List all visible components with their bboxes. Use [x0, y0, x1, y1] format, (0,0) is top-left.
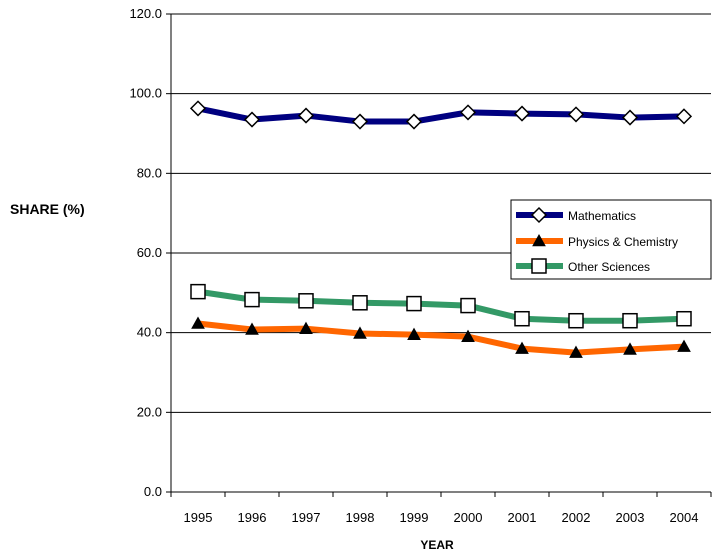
data-point-marker — [407, 327, 421, 340]
x-tick-label: 2000 — [454, 510, 483, 525]
data-point-marker — [189, 100, 207, 117]
y-tick-label: 60.0 — [137, 245, 162, 260]
data-point-marker — [515, 341, 529, 354]
data-point-marker — [567, 106, 585, 123]
data-point-marker — [406, 295, 422, 312]
legend-label: Physics & Chemistry — [568, 235, 678, 249]
series-markers — [189, 100, 693, 358]
series-line-mathematics — [197, 105, 685, 125]
series-line-physics-chemistry — [197, 320, 685, 356]
data-point-marker — [514, 310, 530, 327]
data-point-marker — [513, 105, 531, 122]
data-point-marker — [245, 322, 259, 335]
series-lines — [197, 105, 685, 356]
data-point-marker — [623, 342, 637, 355]
x-tick-label: 1995 — [184, 510, 213, 525]
data-point-marker — [568, 312, 584, 329]
data-point-marker — [405, 113, 423, 130]
data-point-marker — [622, 312, 638, 329]
x-tick-label: 1996 — [238, 510, 267, 525]
y-tick-label: 40.0 — [137, 325, 162, 340]
data-point-marker — [675, 108, 693, 125]
x-axis-title: YEAR — [420, 538, 454, 552]
y-tick-label: 20.0 — [137, 404, 162, 419]
data-point-marker — [353, 326, 367, 339]
x-tick-label: 2002 — [562, 510, 591, 525]
y-tick-label: 0.0 — [144, 484, 162, 499]
legend-label: Other Sciences — [568, 260, 650, 274]
data-point-marker — [243, 111, 261, 128]
data-point-marker — [244, 291, 260, 308]
data-point-marker — [191, 316, 205, 329]
y-axis-title: SHARE (%) — [10, 201, 85, 217]
data-point-marker — [297, 107, 315, 124]
y-tick-label: 100.0 — [129, 86, 162, 101]
x-tick-label: 2003 — [616, 510, 645, 525]
data-point-marker — [351, 113, 369, 130]
series-line-other-sciences — [197, 288, 685, 324]
x-tick-label: 1998 — [346, 510, 375, 525]
data-point-marker — [190, 283, 206, 300]
data-point-marker — [461, 329, 475, 342]
data-point-marker — [298, 293, 314, 309]
x-tick-label: 2001 — [508, 510, 537, 525]
axes: 0.0 20.0 40.0 60.0 80.0 100.0 120.0 1995 1996 199… — [129, 6, 712, 525]
data-point-marker — [621, 109, 639, 126]
data-point-marker — [677, 339, 691, 352]
x-tick-label: 1997 — [292, 510, 321, 525]
y-tick-label: 120.0 — [129, 6, 162, 21]
x-tick-label: 1999 — [400, 510, 429, 525]
legend-marker — [530, 206, 548, 224]
data-point-marker — [459, 104, 477, 121]
data-point-marker — [352, 295, 368, 311]
legend-label: Mathematics — [568, 209, 636, 223]
legend-marker — [531, 258, 547, 274]
data-point-marker — [460, 297, 476, 314]
y-tick-label: 80.0 — [137, 165, 162, 180]
gridlines — [171, 13, 711, 413]
x-tick-label: 2004 — [670, 510, 699, 525]
legend: Mathematics Physics & Chemistry Other Scie… — [510, 199, 712, 280]
data-point-marker — [569, 345, 583, 358]
legend-marker — [532, 233, 546, 247]
data-point-marker — [299, 321, 313, 334]
data-point-marker — [676, 310, 692, 327]
